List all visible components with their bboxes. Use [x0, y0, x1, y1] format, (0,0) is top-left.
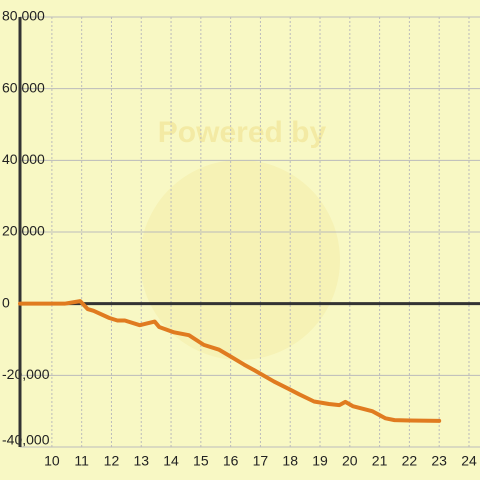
data-line — [18, 299, 442, 423]
y-tick-label: -40,000 — [2, 432, 50, 448]
x-tick-label: 12 — [104, 453, 120, 469]
y-tick-label: 40,000 — [2, 151, 45, 167]
x-tick-label: 18 — [282, 453, 298, 469]
x-tick-label: 16 — [223, 453, 239, 469]
x-tick-label: 13 — [133, 453, 149, 469]
x-tick-label: 10 — [44, 453, 60, 469]
x-tick-label: 11 — [74, 453, 89, 469]
y-tick-label: 0 — [2, 294, 10, 310]
y-tick-label: 20,000 — [2, 223, 45, 239]
x-tick-label: 17 — [253, 453, 269, 469]
y-tick-label: 80,000 — [2, 8, 45, 24]
x-tick-label: 15 — [193, 453, 209, 469]
x-tick-label: 20 — [342, 453, 358, 469]
x-tick-label: 21 — [372, 453, 388, 469]
x-tick-label: 19 — [312, 453, 328, 469]
x-tick-label: 23 — [431, 453, 447, 469]
y-tick-label: -20,000 — [2, 366, 50, 382]
x-tick-label: 14 — [163, 453, 179, 469]
x-tick-label: 22 — [402, 453, 418, 469]
watermark: Powered by — [158, 116, 327, 149]
x-tick-label: 24 — [461, 453, 477, 469]
y-tick-label: 60,000 — [2, 79, 45, 95]
